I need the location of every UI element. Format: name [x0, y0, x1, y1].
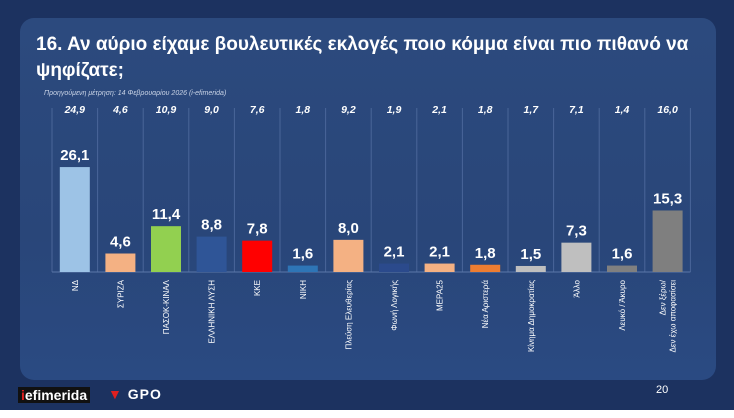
value-label: 26,1 [60, 147, 89, 164]
previous-value-label: 1,4 [615, 104, 630, 116]
category-label: Δεν έχω αποφασίσει [669, 280, 678, 353]
gpo-text: GPO [127, 386, 162, 402]
category-label: Λευκό / Άκυρο [618, 279, 627, 330]
previous-value-label: 2,1 [431, 104, 447, 116]
value-label: 1,6 [612, 246, 633, 263]
bar [151, 226, 181, 272]
previous-value-label: 9,0 [204, 104, 219, 116]
bar [287, 265, 318, 272]
logo-i: i [21, 387, 25, 403]
bar [652, 210, 683, 272]
value-label: 1,6 [292, 246, 313, 263]
bar [515, 265, 546, 272]
value-label: 7,8 [247, 221, 268, 238]
iefimerida-logo: iefimerida [18, 387, 91, 403]
value-label: 7,3 [566, 223, 587, 240]
bar [561, 242, 592, 272]
value-label: 4,6 [110, 234, 131, 251]
previous-value-label: 7,1 [569, 104, 584, 116]
bar [379, 263, 409, 272]
bar [424, 263, 455, 272]
value-label: 8,0 [338, 220, 359, 237]
category-label: ΕΛΛΗΝΙΚΗ ΛΥΣΗ [208, 280, 217, 344]
category-label: Κίνημα Δημοκρατίας [527, 280, 536, 352]
category-label: ΠΑΣΟΚ-ΚΙΝΑΛ [162, 279, 171, 334]
previous-value-label: 1,7 [523, 104, 539, 116]
previous-value-label: 1,8 [478, 104, 493, 116]
bar [607, 265, 637, 272]
chart-title: 16. Αν αύριο είχαμε βουλευτικές εκλογές … [36, 34, 689, 81]
value-label: 8,8 [201, 217, 222, 234]
gpo-logo: ▼ GPO [108, 386, 162, 402]
bar [333, 239, 364, 272]
value-label: 15,3 [653, 190, 682, 207]
value-label: 1,8 [475, 245, 496, 262]
logo-text: efimerida [24, 387, 88, 403]
category-label: Δεν ξέρω/ [659, 279, 668, 315]
chart-panel [20, 18, 716, 380]
bar [242, 240, 273, 272]
previous-value-label: 24,9 [64, 104, 86, 116]
bar [196, 236, 227, 272]
bar [59, 167, 90, 272]
category-label: ΝΙΚΗ [299, 280, 308, 299]
previous-value-label: 7,6 [250, 104, 265, 116]
page-number: 20 [656, 384, 669, 396]
category-label: Άλλο [572, 279, 581, 297]
category-label: ΝΔ [71, 279, 80, 291]
bar [470, 264, 501, 272]
value-label: 1,5 [520, 246, 541, 263]
value-label: 2,1 [384, 244, 405, 261]
bar [105, 253, 136, 272]
gpo-mark-icon: ▼ [108, 386, 123, 402]
category-label: ΚΚΕ [253, 280, 262, 296]
previous-value-label: 16,0 [657, 104, 678, 116]
previous-measurement-label: Προηγούμενη μέτρηση: 14 Φεβρουαρίου 2026… [44, 90, 227, 97]
previous-value-label: 4,6 [112, 104, 128, 116]
category-label: ΣΥΡΙΖΑ [116, 279, 125, 308]
previous-value-label: 9,2 [341, 104, 356, 116]
category-label: ΜΕΡΑ25 [436, 279, 445, 311]
category-label: Νέα Αριστερά [481, 280, 490, 329]
previous-value-label: 1,8 [295, 104, 310, 116]
previous-value-label: 1,9 [387, 104, 402, 116]
value-label: 11,4 [152, 206, 181, 223]
category-label: Πλεύση Ελευθερίας [344, 280, 353, 350]
category-label: Φωνή Λογικής [390, 280, 399, 331]
value-label: 2,1 [429, 244, 450, 261]
previous-value-label: 10,9 [156, 104, 177, 116]
